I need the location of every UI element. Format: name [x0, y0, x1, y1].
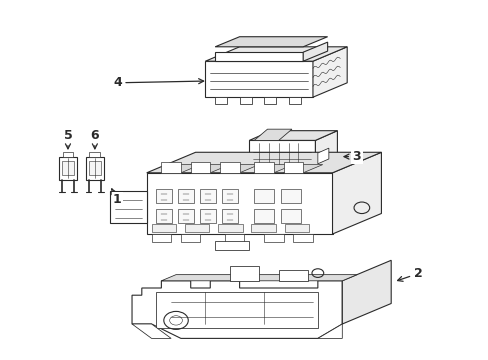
- Polygon shape: [62, 152, 73, 157]
- Polygon shape: [254, 129, 291, 140]
- Polygon shape: [229, 266, 259, 281]
- Polygon shape: [283, 165, 322, 173]
- Polygon shape: [224, 234, 244, 242]
- Polygon shape: [181, 234, 200, 242]
- Polygon shape: [254, 165, 293, 173]
- Polygon shape: [251, 224, 275, 232]
- Polygon shape: [218, 224, 242, 232]
- Text: 4: 4: [113, 76, 203, 89]
- Polygon shape: [161, 275, 356, 281]
- Polygon shape: [146, 152, 381, 173]
- Polygon shape: [156, 189, 172, 203]
- Polygon shape: [215, 37, 327, 47]
- Polygon shape: [190, 162, 210, 173]
- Polygon shape: [110, 191, 146, 223]
- Polygon shape: [161, 165, 200, 173]
- Polygon shape: [239, 97, 251, 104]
- Polygon shape: [281, 209, 300, 223]
- Polygon shape: [132, 281, 342, 338]
- Polygon shape: [89, 161, 101, 175]
- Polygon shape: [278, 270, 307, 281]
- Polygon shape: [254, 189, 273, 203]
- Polygon shape: [264, 97, 276, 104]
- Text: 5: 5: [63, 129, 72, 149]
- Polygon shape: [254, 209, 273, 223]
- Text: 3: 3: [344, 150, 361, 163]
- Polygon shape: [315, 131, 337, 167]
- Polygon shape: [222, 209, 238, 223]
- Polygon shape: [146, 173, 332, 234]
- Polygon shape: [62, 161, 74, 175]
- Polygon shape: [132, 324, 171, 338]
- Polygon shape: [178, 189, 194, 203]
- Polygon shape: [151, 224, 176, 232]
- Polygon shape: [220, 162, 239, 173]
- Polygon shape: [156, 292, 317, 328]
- Polygon shape: [178, 209, 194, 223]
- Polygon shape: [293, 234, 312, 242]
- Polygon shape: [184, 224, 209, 232]
- Polygon shape: [249, 131, 337, 140]
- Polygon shape: [222, 189, 238, 203]
- Polygon shape: [288, 97, 300, 104]
- Polygon shape: [89, 152, 100, 157]
- Polygon shape: [281, 189, 300, 203]
- Polygon shape: [205, 47, 346, 61]
- Polygon shape: [254, 162, 273, 173]
- Polygon shape: [215, 52, 303, 61]
- Polygon shape: [151, 234, 171, 242]
- Polygon shape: [283, 162, 303, 173]
- Polygon shape: [200, 209, 216, 223]
- Polygon shape: [249, 140, 315, 167]
- Polygon shape: [156, 209, 172, 223]
- Polygon shape: [317, 324, 342, 338]
- Polygon shape: [59, 157, 77, 180]
- Polygon shape: [332, 152, 381, 234]
- Polygon shape: [200, 189, 216, 203]
- Polygon shape: [190, 165, 229, 173]
- Text: 2: 2: [397, 267, 422, 281]
- Polygon shape: [284, 224, 308, 232]
- Polygon shape: [264, 234, 283, 242]
- Text: 6: 6: [90, 129, 99, 149]
- Polygon shape: [317, 148, 328, 164]
- Text: 1: 1: [112, 189, 122, 206]
- Polygon shape: [342, 260, 390, 324]
- Polygon shape: [312, 47, 346, 97]
- Polygon shape: [215, 97, 227, 104]
- Polygon shape: [215, 241, 249, 250]
- Polygon shape: [220, 165, 259, 173]
- Polygon shape: [85, 157, 104, 180]
- Polygon shape: [205, 61, 312, 97]
- Polygon shape: [161, 162, 181, 173]
- Polygon shape: [303, 42, 327, 61]
